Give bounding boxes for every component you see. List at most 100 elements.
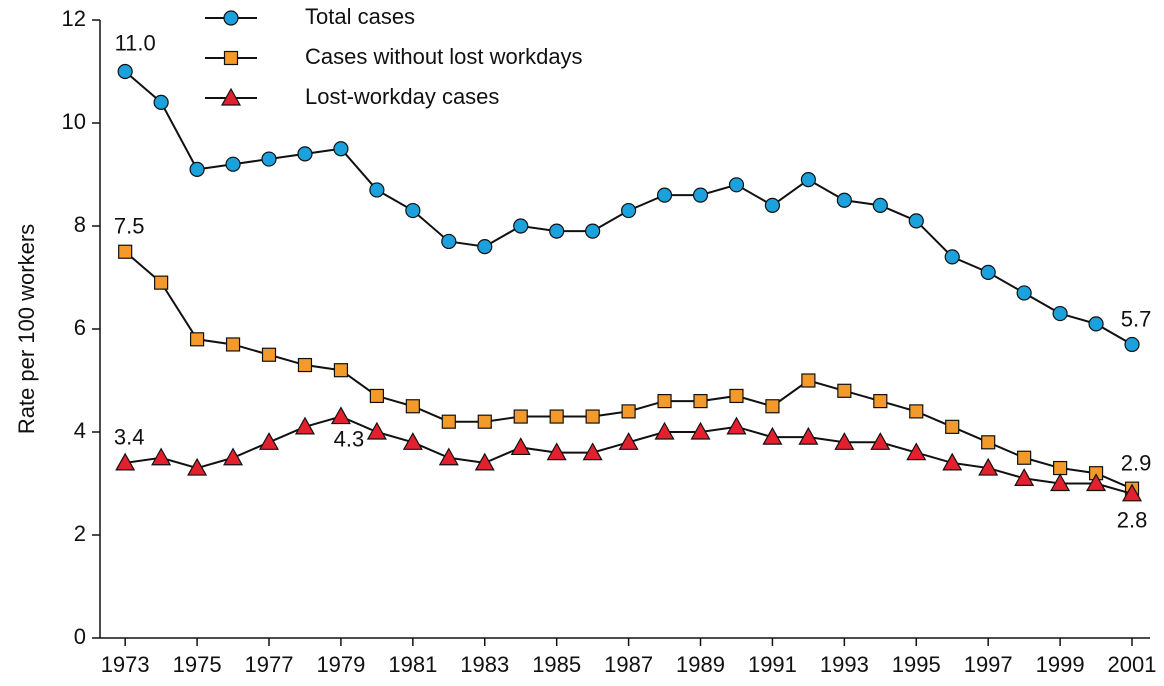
marker <box>690 421 711 440</box>
marker <box>836 192 852 208</box>
marker <box>333 141 349 157</box>
x-tick-label: 1983 <box>460 652 509 677</box>
marker <box>154 275 169 290</box>
x-tick-label: 2001 <box>1108 652 1157 677</box>
y-tick-label: 0 <box>74 624 86 649</box>
marker <box>693 394 708 409</box>
marker <box>945 419 960 434</box>
x-tick-label: 1977 <box>245 652 294 677</box>
x-tick-label: 1989 <box>676 652 725 677</box>
marker <box>513 409 528 424</box>
marker <box>798 426 819 445</box>
x-tick-label: 1997 <box>964 652 1013 677</box>
marker <box>513 218 529 234</box>
marker <box>117 63 133 80</box>
marker <box>330 406 351 425</box>
marker <box>729 388 744 404</box>
data-label: 2.9 <box>1121 450 1152 475</box>
marker <box>223 50 239 66</box>
legend-label: Total cases <box>305 4 415 29</box>
marker <box>981 435 996 450</box>
marker <box>441 414 456 429</box>
marker <box>1014 468 1035 486</box>
legend-label: Lost-workday cases <box>305 84 499 109</box>
marker <box>944 249 960 265</box>
x-tick-label: 1973 <box>101 652 150 677</box>
marker <box>656 187 673 203</box>
marker <box>585 223 601 239</box>
data-label: 11.0 <box>115 30 156 55</box>
marker <box>115 452 136 471</box>
marker <box>1086 473 1107 492</box>
marker <box>1121 483 1143 502</box>
x-tick-label: 1999 <box>1036 652 1085 677</box>
x-tick-label: 1993 <box>820 652 869 677</box>
marker <box>726 416 747 435</box>
marker <box>223 10 239 26</box>
marker <box>220 87 242 106</box>
marker <box>438 447 459 466</box>
marker <box>620 202 637 219</box>
marker <box>549 409 564 424</box>
marker <box>800 172 816 188</box>
marker <box>510 437 531 456</box>
y-tick-label: 10 <box>62 109 86 134</box>
marker <box>477 414 492 429</box>
marker <box>762 426 783 445</box>
marker <box>1124 336 1140 353</box>
marker <box>618 432 639 450</box>
marker <box>297 357 313 373</box>
marker <box>654 421 675 440</box>
x-tick-label: 1985 <box>532 652 581 677</box>
y-tick-label: 8 <box>74 212 86 237</box>
marker <box>405 399 420 414</box>
marker <box>225 337 241 352</box>
marker <box>294 416 315 435</box>
marker <box>1088 316 1104 332</box>
marker <box>906 442 927 461</box>
marker <box>261 151 277 167</box>
data-label: 5.7 <box>1121 306 1152 331</box>
marker <box>187 457 208 476</box>
marker <box>909 404 924 419</box>
data-label: 3.4 <box>114 425 145 450</box>
marker <box>978 457 999 476</box>
series-line <box>125 415 1133 495</box>
x-tick-label: 1991 <box>748 652 797 677</box>
marker <box>765 399 780 414</box>
marker <box>402 432 423 450</box>
marker <box>837 383 852 398</box>
marker <box>151 447 172 466</box>
marker <box>405 202 421 219</box>
marker <box>801 373 816 388</box>
marker <box>223 447 244 466</box>
marker <box>369 182 385 198</box>
marker <box>834 432 855 450</box>
y-tick-label: 12 <box>62 6 86 31</box>
legend-label: Cases without lost workdays <box>305 44 583 69</box>
marker <box>297 146 313 162</box>
marker <box>942 452 963 471</box>
marker <box>1050 473 1071 492</box>
marker <box>872 197 888 213</box>
y-tick-label: 2 <box>74 521 86 546</box>
x-tick-label: 1987 <box>604 652 653 677</box>
series-line <box>124 250 1133 490</box>
marker <box>692 187 709 203</box>
y-axis-label: Rate per 100 workers <box>14 224 39 434</box>
marker <box>549 223 565 239</box>
data-label: 4.3 <box>334 426 365 451</box>
marker <box>873 394 888 409</box>
marker <box>153 94 169 111</box>
marker <box>118 244 133 259</box>
marker <box>546 442 567 461</box>
marker <box>870 432 891 450</box>
y-tick-label: 4 <box>74 418 86 443</box>
marker <box>1053 460 1068 476</box>
marker <box>225 156 241 172</box>
marker <box>1016 285 1032 301</box>
data-label: 2.8 <box>1117 508 1148 533</box>
marker <box>1052 305 1068 322</box>
marker <box>441 233 457 250</box>
